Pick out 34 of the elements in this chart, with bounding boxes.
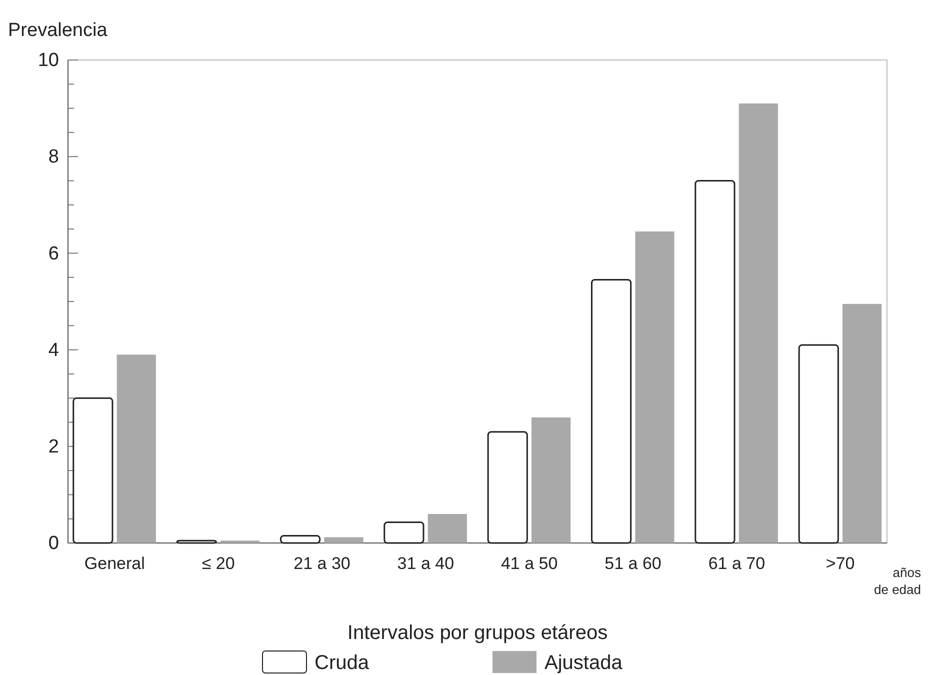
legend-label: Cruda <box>314 652 370 674</box>
bar <box>487 431 528 544</box>
bar <box>842 304 882 543</box>
legend-label: Ajustada <box>544 652 624 674</box>
x-axis-title: Intervalos por grupos etáreos <box>347 622 608 644</box>
y-tick-label: 2 <box>48 436 59 458</box>
bar <box>532 417 571 543</box>
bar <box>738 103 778 543</box>
bar <box>798 344 839 544</box>
x-tick-label: 61 a 70 <box>708 554 766 574</box>
y-tick-label: 10 <box>38 50 59 72</box>
y-axis-title: Prevalencia <box>8 20 108 41</box>
y-tick-label: 6 <box>48 243 59 264</box>
bar <box>635 231 674 543</box>
y-tick-label: 4 <box>48 340 60 361</box>
bar <box>384 521 424 544</box>
x-tick-label: 41 a 50 <box>500 554 558 574</box>
x-tick-label: 31 a 40 <box>397 554 454 574</box>
bar <box>694 180 736 544</box>
bar <box>324 537 364 543</box>
bar <box>280 535 321 544</box>
bar <box>428 514 467 543</box>
x-tick-label: ≤ 20 <box>202 554 235 574</box>
x-tick-label: 21 a 30 <box>294 554 350 574</box>
y-tick-label: 8 <box>48 146 59 168</box>
y-tick-label: 0 <box>48 533 59 554</box>
x-tick-label: >70 <box>826 554 855 574</box>
x-tick-label: 51 a 60 <box>604 554 662 574</box>
x-tick-label: General <box>84 554 145 574</box>
bar <box>72 397 114 544</box>
text: años de edad <box>874 565 922 597</box>
bar <box>116 354 156 543</box>
bar <box>590 279 632 544</box>
bar <box>176 540 217 544</box>
